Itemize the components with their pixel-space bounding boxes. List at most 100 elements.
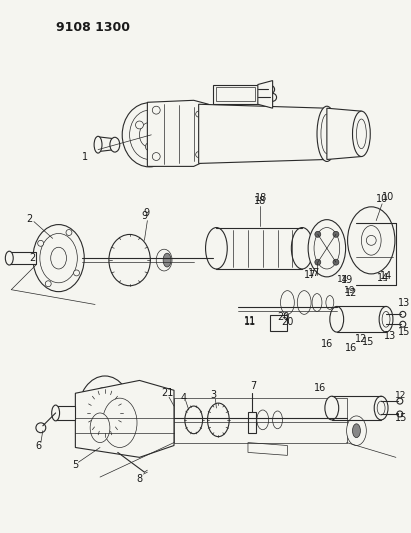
Polygon shape [213,85,258,104]
Polygon shape [248,412,256,433]
Ellipse shape [156,249,172,271]
Text: 15: 15 [395,413,407,423]
Text: 16: 16 [314,383,326,393]
Circle shape [38,240,44,246]
Ellipse shape [52,405,60,421]
Text: 19: 19 [344,286,355,295]
Text: 3: 3 [210,390,217,400]
Ellipse shape [374,396,388,420]
Text: 12: 12 [355,334,367,344]
Ellipse shape [317,106,337,161]
Ellipse shape [206,228,227,269]
Circle shape [45,281,51,287]
Text: 12: 12 [345,288,358,297]
Ellipse shape [346,416,366,446]
Ellipse shape [96,400,114,426]
Circle shape [152,152,160,160]
Text: 21: 21 [161,388,173,398]
Ellipse shape [314,228,340,269]
Text: 9108 1300: 9108 1300 [55,21,129,35]
Ellipse shape [353,111,370,157]
Ellipse shape [272,411,282,429]
Text: 16: 16 [345,343,358,353]
Text: 5: 5 [72,460,79,470]
Circle shape [400,321,406,327]
Text: 9: 9 [143,208,150,218]
Ellipse shape [361,225,381,255]
Text: 16: 16 [321,339,333,349]
Ellipse shape [109,235,150,286]
Text: 18: 18 [255,193,267,203]
Circle shape [333,231,339,237]
Ellipse shape [33,224,84,292]
Circle shape [397,398,403,404]
Text: 11: 11 [244,316,256,326]
Text: 17: 17 [308,268,320,278]
Ellipse shape [139,123,159,147]
Text: 14: 14 [377,273,389,283]
Polygon shape [217,87,255,101]
Ellipse shape [308,220,346,277]
Text: 11: 11 [244,317,256,327]
Circle shape [315,259,321,265]
Ellipse shape [312,294,322,311]
Circle shape [397,411,403,417]
Text: 9: 9 [141,211,148,221]
Ellipse shape [185,406,203,434]
Text: 10: 10 [382,192,394,202]
Polygon shape [55,406,75,420]
Text: 18: 18 [254,196,266,206]
Ellipse shape [90,413,110,442]
Ellipse shape [51,247,67,269]
Circle shape [315,231,321,237]
Text: 12: 12 [395,391,406,400]
Ellipse shape [377,401,385,415]
Text: 20: 20 [277,312,290,322]
Text: 13: 13 [398,297,410,308]
Circle shape [74,270,79,276]
Text: 14: 14 [337,276,349,284]
Ellipse shape [348,207,395,274]
Circle shape [136,121,143,129]
Circle shape [196,111,202,117]
Polygon shape [258,80,272,108]
Ellipse shape [94,136,102,153]
Ellipse shape [163,253,171,267]
Ellipse shape [5,251,13,265]
Ellipse shape [326,296,334,309]
Bar [270,316,287,331]
Polygon shape [327,108,361,159]
Circle shape [400,311,406,317]
Ellipse shape [102,398,137,448]
Circle shape [36,423,46,433]
Ellipse shape [330,306,344,332]
Text: 13: 13 [384,331,396,341]
Circle shape [66,230,72,236]
Ellipse shape [291,228,313,269]
Ellipse shape [86,387,124,439]
Text: 15: 15 [362,337,374,347]
Polygon shape [75,381,174,457]
Text: 4: 4 [181,393,187,403]
Text: 6: 6 [36,440,42,450]
Polygon shape [148,100,208,166]
Ellipse shape [40,233,77,283]
Ellipse shape [382,311,390,327]
Ellipse shape [122,103,176,167]
Text: 1: 1 [82,151,88,161]
Circle shape [145,143,153,151]
Ellipse shape [379,306,393,332]
Ellipse shape [110,138,120,152]
Circle shape [333,259,339,265]
Circle shape [152,106,160,114]
Ellipse shape [353,424,360,438]
Circle shape [366,236,376,245]
Polygon shape [98,137,115,151]
Ellipse shape [321,114,333,154]
Ellipse shape [297,290,311,314]
Text: 8: 8 [136,474,143,484]
Ellipse shape [356,119,366,149]
Text: 14: 14 [380,271,392,281]
Text: 17: 17 [304,270,316,280]
Circle shape [155,121,163,129]
